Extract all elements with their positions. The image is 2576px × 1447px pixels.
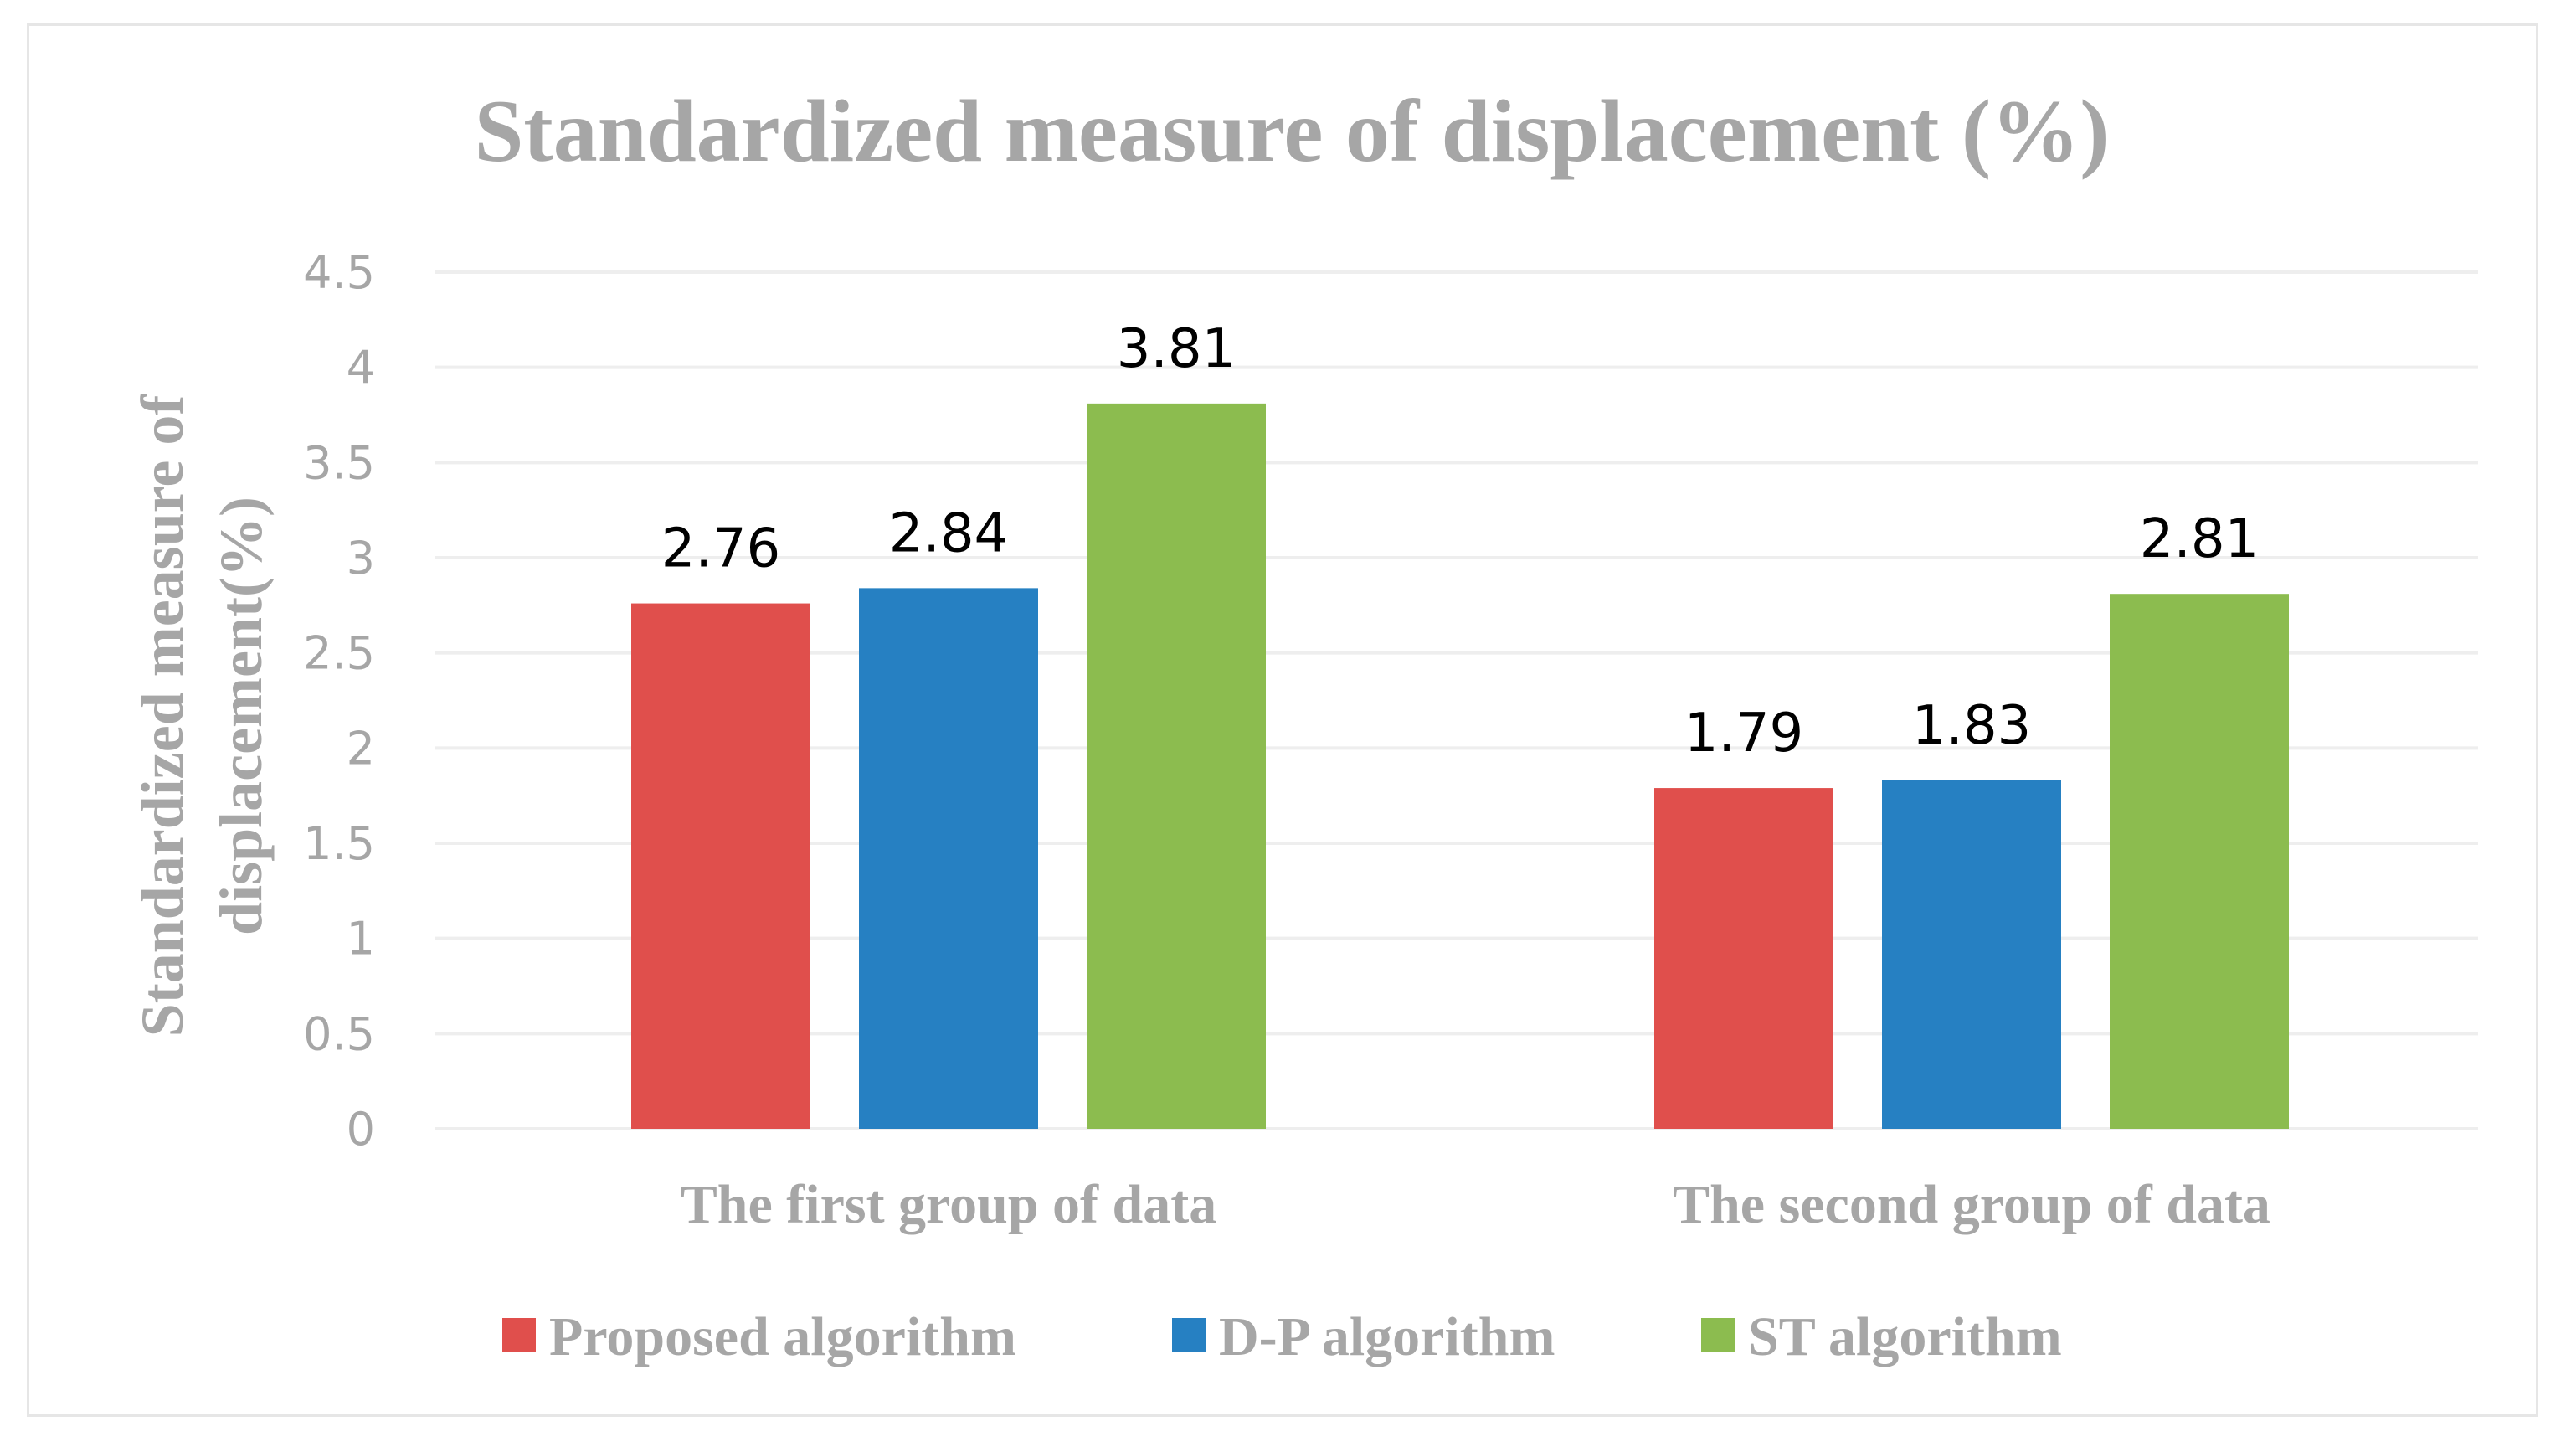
legend-swatch [1172, 1318, 1206, 1352]
legend-item: Proposed algorithm [502, 1306, 1016, 1367]
y-tick-label: 1.5 [303, 817, 375, 870]
y-axis-label: Standardized measure of displacement(%) [129, 394, 275, 1038]
bar-d-p-algorithm-2 [1882, 780, 2061, 1129]
y-tick-label: 0.5 [303, 1007, 375, 1060]
legend-swatch [1701, 1318, 1735, 1352]
y-axis-label-line-1: Standardized measure of [129, 394, 196, 1038]
data-labels: 2.76 2.84 3.81 1.79 1.83 2.81 [661, 318, 2260, 765]
x-category-label: The first group of data [681, 1174, 1216, 1235]
bar-st-algorithm-2 [2110, 594, 2289, 1129]
y-tick-label: 0 [347, 1103, 375, 1156]
data-label: 3.81 [1117, 318, 1237, 380]
data-label: 1.83 [1912, 695, 2032, 757]
data-label: 1.79 [1684, 703, 1804, 765]
bar-st-algorithm-1 [1087, 403, 1266, 1129]
y-tick-label: 2.5 [303, 627, 375, 680]
data-label: 2.84 [889, 502, 1009, 564]
legend: Proposed algorithm D-P algorithm ST algori… [502, 1306, 2062, 1367]
y-axis-label-line-2: displacement(%) [208, 497, 275, 935]
legend-item: D-P algorithm [1172, 1306, 1555, 1367]
data-label: 2.76 [661, 518, 781, 580]
y-tick-label: 1 [347, 913, 375, 966]
y-tick-label: 2 [347, 722, 375, 775]
y-axis-ticks: 0 0.5 1 1.5 2 2.5 3 3.5 4 4.5 [303, 246, 375, 1156]
data-label: 2.81 [2140, 508, 2260, 570]
x-axis-categories: The first group of data The second group … [681, 1174, 2270, 1235]
bar-d-p-algorithm-1 [859, 588, 1038, 1129]
bar-proposed-algorithm-1 [631, 603, 810, 1129]
legend-label: ST algorithm [1748, 1306, 2062, 1367]
legend-swatch [502, 1318, 536, 1352]
y-tick-label: 3.5 [303, 436, 375, 489]
y-tick-label: 3 [347, 532, 375, 584]
y-tick-label: 4 [347, 342, 375, 394]
legend-item: ST algorithm [1701, 1306, 2062, 1367]
bars [631, 403, 2289, 1129]
legend-label: D-P algorithm [1219, 1306, 1555, 1367]
bar-proposed-algorithm-2 [1654, 788, 1833, 1129]
y-tick-label: 4.5 [303, 246, 375, 299]
x-category-label: The second group of data [1673, 1174, 2270, 1235]
chart-title: Standardized measure of displacement (%) [474, 82, 2109, 180]
legend-label: Proposed algorithm [549, 1306, 1016, 1367]
